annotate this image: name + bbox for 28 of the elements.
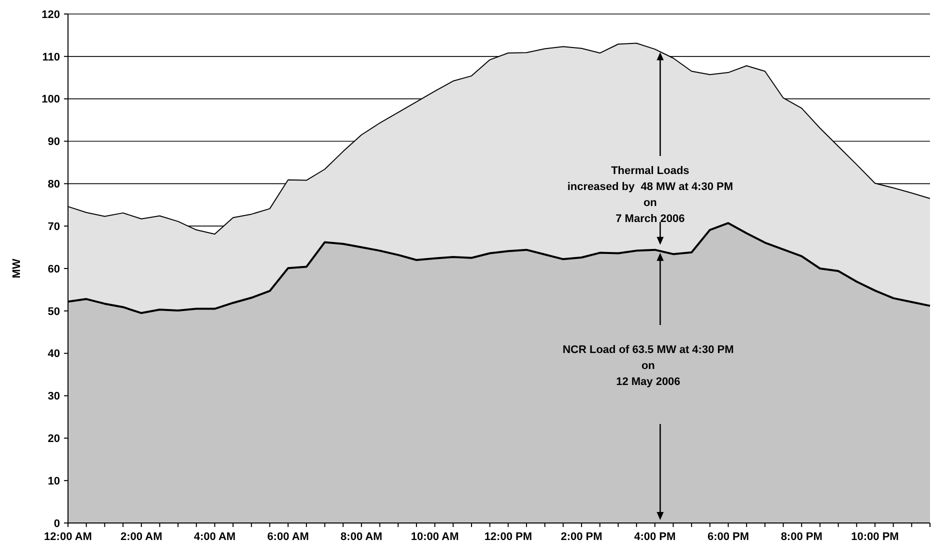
x-tick-label: 6:00 AM: [267, 531, 309, 543]
x-tick-label: 4:00 AM: [194, 531, 236, 543]
y-tick-label: 110: [42, 51, 60, 64]
x-tick-label: 2:00 AM: [120, 531, 162, 543]
x-tick-label: 10:00 AM: [410, 531, 459, 543]
x-tick-label: 8:00 AM: [340, 531, 382, 543]
y-tick-label: 10: [48, 475, 60, 488]
y-tick-label: 80: [48, 178, 60, 191]
x-tick-label: 12:00 AM: [44, 531, 92, 543]
x-tick-label: 2:00 PM: [560, 531, 602, 543]
y-tick-label: 90: [48, 136, 60, 148]
y-tick-label: 20: [48, 433, 60, 446]
x-tick-label: 4:00 PM: [634, 531, 676, 543]
x-tick-label: 8:00 PM: [780, 531, 822, 543]
x-tick-label: 10:00 PM: [851, 531, 899, 543]
y-axis-title: MW: [11, 258, 23, 278]
x-tick-label: 12:00 PM: [484, 531, 532, 543]
y-tick-label: 60: [48, 263, 60, 276]
y-tick-label: 50: [48, 306, 60, 318]
y-tick-label: 120: [42, 8, 60, 21]
y-tick-label: 40: [48, 348, 60, 360]
y-tick-label: 70: [48, 220, 60, 233]
annotation: Thermal Loads increased by 48 MW at 4:30 PM on 7 March 2006: [567, 165, 734, 225]
y-tick-label: 0: [54, 518, 60, 530]
y-tick-label: 30: [48, 390, 60, 403]
x-tick-label: 6:00 PM: [707, 531, 750, 543]
y-tick-label: 100: [42, 94, 60, 106]
annotation: NCR Load of 63.5 MW at 4:30 PM on 12 May 2006: [562, 344, 734, 388]
